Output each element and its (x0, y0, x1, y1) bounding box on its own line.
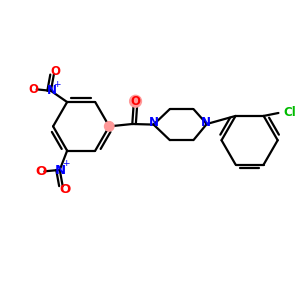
Text: O: O (50, 64, 60, 77)
Circle shape (104, 122, 114, 131)
Text: N: N (55, 164, 66, 177)
Text: +: + (53, 80, 61, 89)
Text: N: N (149, 116, 159, 129)
Text: O: O (130, 95, 140, 108)
Text: O: O (59, 183, 70, 196)
Circle shape (130, 95, 142, 107)
Text: Cl: Cl (284, 106, 296, 119)
Text: O: O (35, 165, 46, 178)
Text: N: N (46, 84, 56, 97)
Text: O: O (28, 83, 38, 96)
Text: +: + (62, 160, 70, 169)
Text: N: N (201, 116, 211, 129)
